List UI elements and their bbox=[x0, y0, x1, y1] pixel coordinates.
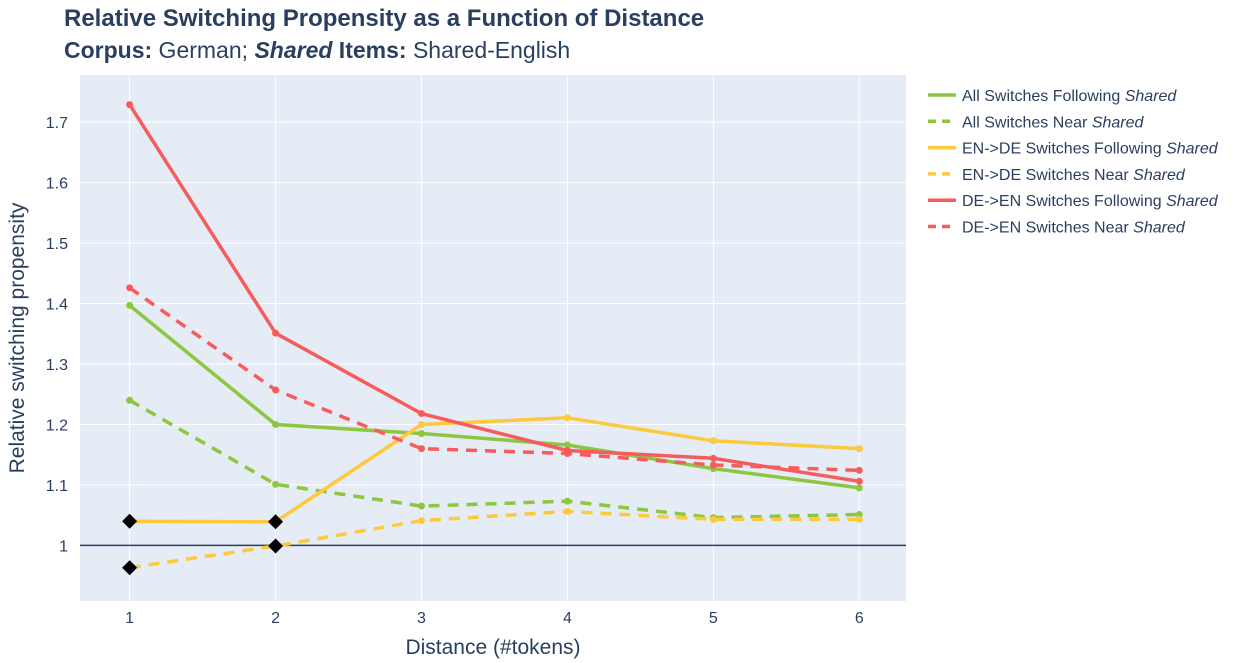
legend-entry-0: All Switches Following Shared bbox=[962, 88, 1177, 105]
chart-title: Relative Switching Propensity as a Funct… bbox=[64, 5, 704, 32]
series-line-3 bbox=[129, 509, 860, 570]
series-5-point bbox=[272, 386, 280, 394]
series-line-1 bbox=[128, 398, 860, 520]
y-tick-label: 1.2 bbox=[46, 417, 68, 434]
legend-entry-text: DE->EN Switches Near bbox=[962, 220, 1133, 237]
legend-entry-shared: Shared bbox=[1125, 88, 1178, 105]
legend-entry-text: All Switches Near bbox=[962, 114, 1092, 131]
x-tick-label: 1 bbox=[125, 610, 134, 627]
y-tick-label: 1.3 bbox=[46, 357, 68, 374]
legend-entry-text: All Switches Following bbox=[962, 88, 1125, 105]
series-line-4 bbox=[128, 103, 860, 484]
plot-area bbox=[80, 75, 906, 601]
series-lines bbox=[126, 101, 863, 572]
diamond-marker bbox=[268, 538, 284, 554]
x-tick-labels: 1 2 3 4 5 6 bbox=[125, 610, 864, 627]
legend-entry-2: EN->DE Switches Following Shared bbox=[962, 141, 1219, 158]
x-tick-label: 6 bbox=[855, 610, 864, 627]
series-4-point bbox=[126, 101, 134, 109]
subtitle-corpus-label: Corpus: bbox=[64, 37, 152, 63]
legend-entry-shared: Shared bbox=[1166, 193, 1219, 210]
y-tick-label: 1 bbox=[59, 538, 68, 555]
legend-entry-1: All Switches Near Shared bbox=[962, 114, 1145, 131]
x-tick-label: 2 bbox=[271, 610, 280, 627]
series-line-5 bbox=[128, 286, 860, 473]
legend-entry-text: EN->DE Switches Near bbox=[962, 167, 1133, 184]
legend-entry-text: DE->EN Switches Following bbox=[962, 193, 1166, 210]
x-tick-label: 5 bbox=[709, 610, 718, 627]
series-5-point bbox=[563, 449, 571, 457]
subtitle-shared: Shared bbox=[254, 37, 333, 63]
series-1-point bbox=[126, 396, 134, 404]
series-3-point bbox=[709, 515, 717, 523]
series-4-point bbox=[417, 410, 425, 418]
legend-entry-5: DE->EN Switches Near Shared bbox=[962, 220, 1186, 237]
chart-subtitle: Corpus: German; Shared Items: Shared-Eng… bbox=[64, 37, 570, 63]
y-tick-label: 1.5 bbox=[46, 236, 68, 253]
legend-entry-4: DE->EN Switches Following Shared bbox=[962, 193, 1219, 210]
legend-entry-3: EN->DE Switches Near Shared bbox=[962, 167, 1186, 184]
series-0-point bbox=[126, 301, 134, 309]
series-4-point bbox=[709, 454, 717, 462]
y-axis-title: Relative switching propensity bbox=[6, 202, 29, 473]
gridlines bbox=[80, 75, 906, 601]
series-1-point bbox=[855, 511, 863, 519]
x-tick-label: 3 bbox=[417, 610, 426, 627]
subtitle-corpus-value: German; bbox=[152, 37, 254, 63]
legend-entry-shared: Shared bbox=[1092, 114, 1145, 131]
series-line-0 bbox=[128, 304, 860, 490]
series-1-point bbox=[272, 480, 280, 488]
legend-entry-text: EN->DE Switches Following bbox=[962, 141, 1166, 158]
y-tick-label: 1.7 bbox=[46, 115, 68, 132]
x-axis-title: Distance (#tokens) bbox=[405, 636, 580, 659]
series-2-point bbox=[709, 437, 717, 445]
diamond-marker bbox=[268, 514, 284, 530]
y-tick-label: 1.6 bbox=[46, 176, 68, 193]
series-4-point bbox=[272, 329, 280, 337]
diamond-marker bbox=[122, 560, 138, 576]
diamond-marker bbox=[122, 513, 138, 529]
series-0-point bbox=[417, 430, 425, 438]
series-3-point bbox=[855, 515, 863, 523]
series-5-point bbox=[126, 284, 134, 292]
series-3-point bbox=[417, 517, 425, 525]
subtitle-items-label: Items: bbox=[332, 37, 406, 63]
legend-entry-shared: Shared bbox=[1133, 167, 1186, 184]
y-tick-label: 1.1 bbox=[46, 478, 68, 495]
series-2-point bbox=[417, 420, 425, 428]
subtitle-items-value: Shared-English bbox=[407, 37, 571, 63]
diamond-markers bbox=[122, 513, 284, 576]
x-tick-label: 4 bbox=[563, 610, 572, 627]
y-tick-labels: 1 1.1 1.2 1.3 1.4 1.5 1.6 1.7 bbox=[46, 115, 68, 555]
series-1-point bbox=[563, 497, 571, 505]
series-line-2 bbox=[129, 416, 860, 524]
series-2-point bbox=[855, 445, 863, 453]
legend-entry-shared: Shared bbox=[1166, 141, 1219, 158]
series-1-point bbox=[417, 502, 425, 510]
series-0-point bbox=[855, 484, 863, 492]
series-5-point bbox=[709, 461, 717, 469]
series-0-point bbox=[272, 420, 280, 428]
series-4-point bbox=[855, 477, 863, 485]
series-5-point bbox=[417, 445, 425, 453]
series-5-point bbox=[855, 466, 863, 474]
y-tick-label: 1.4 bbox=[46, 297, 68, 314]
legend-entry-shared: Shared bbox=[1133, 220, 1186, 237]
series-2-point bbox=[563, 414, 571, 422]
series-3-point bbox=[563, 508, 571, 516]
series-0-point bbox=[563, 441, 571, 449]
